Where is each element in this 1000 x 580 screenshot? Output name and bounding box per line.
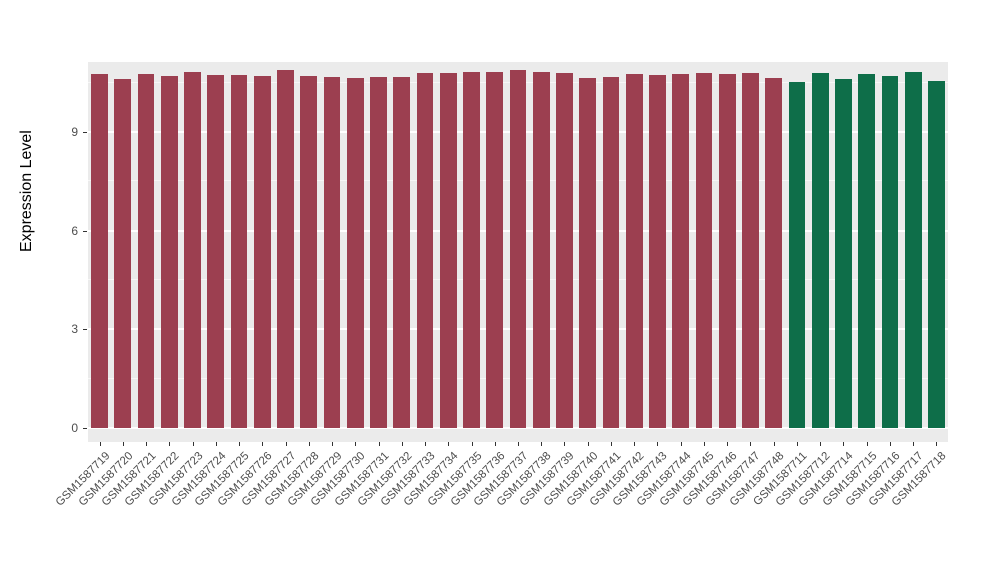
- gridline-major: [88, 427, 948, 429]
- bar-GSM1587734: [439, 72, 457, 428]
- x-tick-mark: [796, 442, 798, 446]
- bar-GSM1587741: [602, 77, 620, 428]
- x-tick-mark: [262, 442, 264, 446]
- x-tick-mark: [727, 442, 729, 446]
- bar-GSM1587720: [114, 78, 132, 428]
- y-tick-mark: [83, 428, 87, 429]
- bar-GSM1587735: [463, 71, 480, 428]
- y-tick-label: 0: [71, 421, 78, 435]
- bar-GSM1587732: [393, 76, 411, 428]
- bar-GSM1587728: [300, 76, 318, 428]
- bar-GSM1587747: [742, 72, 759, 428]
- bar-GSM1587733: [416, 72, 434, 428]
- bar-GSM1587716: [881, 76, 899, 428]
- x-tick-mark: [308, 442, 310, 446]
- bar-GSM1587715: [858, 74, 875, 428]
- x-tick-mark: [703, 442, 705, 446]
- x-tick-mark: [657, 442, 659, 446]
- y-tick-mark: [83, 329, 87, 331]
- bar-GSM1587748: [765, 78, 783, 428]
- bar-GSM1587717: [904, 71, 922, 428]
- x-tick-mark: [169, 442, 171, 446]
- bar-GSM1587725: [230, 74, 248, 428]
- bar-GSM1587719: [91, 73, 108, 428]
- x-tick-mark: [448, 442, 450, 446]
- x-tick-mark: [494, 442, 496, 446]
- x-tick-mark: [820, 442, 822, 446]
- x-tick-mark: [518, 442, 519, 446]
- bar-GSM1587737: [509, 70, 527, 428]
- y-tick-label: 3: [71, 322, 78, 337]
- x-tick-mark: [401, 442, 403, 446]
- x-tick-mark: [750, 442, 752, 446]
- bar-GSM1587714: [835, 78, 852, 428]
- x-tick-mark: [215, 442, 217, 446]
- x-tick-mark: [146, 442, 148, 446]
- x-tick-mark: [192, 442, 194, 446]
- bar-GSM1587739: [556, 72, 573, 428]
- x-tick-mark: [936, 442, 938, 446]
- bar-GSM1587711: [788, 82, 806, 428]
- bar-GSM1587738: [532, 72, 550, 428]
- x-tick-mark: [122, 442, 124, 446]
- x-tick-mark: [239, 442, 241, 446]
- x-tick-mark: [471, 442, 473, 446]
- x-tick-mark: [355, 442, 357, 446]
- x-tick-mark: [285, 442, 287, 446]
- y-tick-label: 6: [71, 223, 78, 238]
- x-tick-mark: [773, 442, 775, 446]
- bar-GSM1587727: [277, 69, 294, 428]
- bar-GSM1587729: [323, 77, 341, 428]
- bar-GSM1587743: [649, 75, 666, 428]
- x-tick-mark: [541, 442, 543, 446]
- x-tick-mark: [913, 442, 915, 446]
- x-tick-mark: [99, 442, 101, 446]
- bar-GSM1587746: [718, 73, 736, 428]
- bar-GSM1587721: [137, 74, 155, 428]
- x-tick-mark: [587, 442, 589, 446]
- bar-GSM1587718: [928, 80, 945, 428]
- x-tick-mark: [378, 442, 380, 446]
- x-tick-mark: [425, 442, 427, 446]
- x-tick-mark: [889, 442, 891, 446]
- bar-GSM1587731: [370, 77, 387, 428]
- bar-GSM1587740: [579, 78, 597, 428]
- y-tick-mark: [83, 132, 87, 134]
- bar-GSM1587722: [160, 76, 178, 428]
- bar-GSM1587724: [207, 75, 225, 428]
- bar-GSM1587712: [811, 72, 829, 428]
- x-tick-mark: [610, 442, 612, 446]
- bar-GSM1587745: [695, 72, 713, 428]
- bar-GSM1587742: [625, 74, 643, 428]
- bar-GSM1587726: [253, 76, 271, 428]
- x-tick-mark: [634, 442, 636, 446]
- x-tick-mark: [680, 442, 682, 446]
- y-axis-title: Expression Level: [18, 130, 35, 252]
- x-tick-mark: [843, 442, 845, 446]
- y-tick-label: 9: [71, 125, 78, 140]
- x-tick-mark: [866, 442, 868, 446]
- x-tick-mark: [564, 442, 566, 446]
- bar-GSM1587744: [672, 74, 690, 428]
- bar-GSM1587723: [184, 72, 201, 428]
- y-tick-mark: [83, 230, 87, 232]
- bar-GSM1587736: [486, 71, 504, 428]
- plot-panel: [88, 62, 948, 442]
- x-tick-mark: [332, 442, 334, 446]
- bar-GSM1587730: [346, 78, 364, 428]
